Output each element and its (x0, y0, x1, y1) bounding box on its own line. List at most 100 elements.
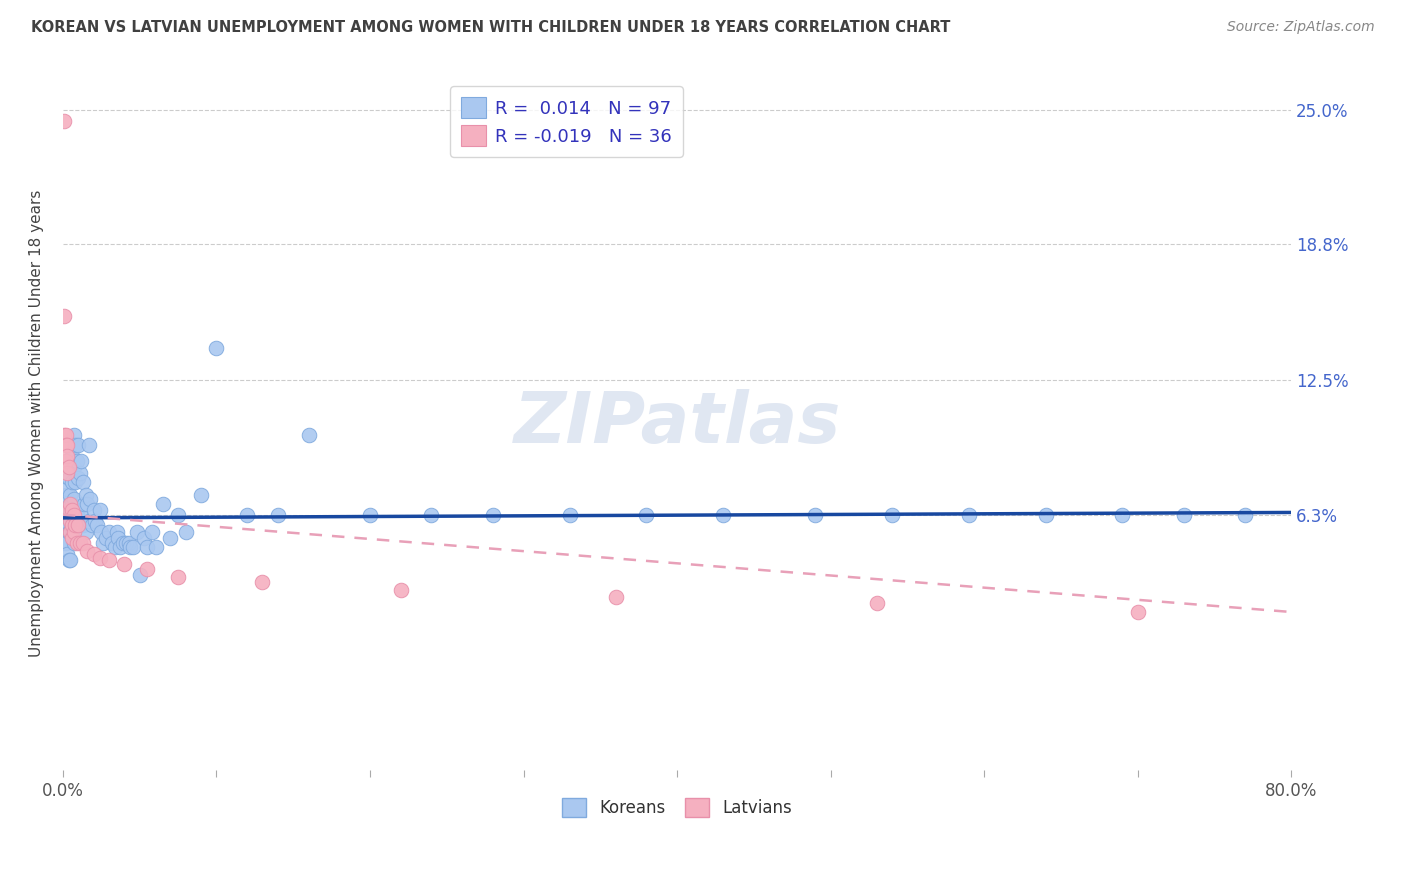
Point (63, 475, 86, 490)
Point (56, 449, 79, 463)
Point (67, 438, 90, 452)
Point (53, 503, 76, 517)
Point (58, 471, 80, 485)
Point (56, 518, 79, 533)
Point (60, 475, 83, 490)
Point (84, 514, 107, 528)
Point (112, 558, 135, 572)
Point (58, 503, 80, 517)
Point (58, 460, 80, 475)
Point (56, 508, 79, 522)
Point (90, 524, 112, 539)
Point (59, 524, 82, 539)
Point (62, 492, 84, 507)
Point (60, 524, 83, 539)
Y-axis label: Unemployment Among Women with Children Under 18 years: Unemployment Among Women with Children U… (30, 190, 44, 657)
Text: ZIPatlas: ZIPatlas (513, 389, 841, 458)
Point (63, 438, 86, 452)
Point (53, 309, 76, 323)
Point (60, 497, 83, 511)
Point (136, 562, 159, 576)
Point (58, 524, 80, 539)
Point (55, 438, 77, 452)
Point (59, 514, 82, 528)
Point (105, 524, 128, 539)
Point (880, 508, 903, 522)
Point (67, 518, 90, 533)
Point (73, 497, 96, 511)
Point (67, 471, 90, 485)
Point (62, 535, 84, 549)
Point (174, 524, 197, 539)
Point (53, 427, 76, 442)
Point (108, 540, 131, 554)
Text: KOREAN VS LATVIAN UNEMPLOYMENT AMONG WOMEN WITH CHILDREN UNDER 18 YEARS CORRELAT: KOREAN VS LATVIAN UNEMPLOYMENT AMONG WOM… (31, 20, 950, 35)
Point (89, 503, 111, 517)
Point (101, 535, 124, 549)
Point (1173, 508, 1195, 522)
Point (91, 535, 114, 549)
Point (59, 488, 82, 502)
Point (66, 453, 89, 467)
Point (56, 467, 79, 481)
Point (63, 518, 86, 533)
Point (60, 518, 83, 533)
Point (55, 535, 77, 549)
Point (205, 341, 228, 355)
Point (55, 497, 77, 511)
Point (55, 453, 77, 467)
Point (111, 535, 134, 549)
Point (69, 518, 91, 533)
Point (420, 508, 443, 522)
Point (97, 524, 120, 539)
Point (1035, 508, 1057, 522)
Point (63, 514, 86, 528)
Point (558, 508, 581, 522)
Point (59, 460, 82, 475)
Point (145, 540, 167, 554)
Point (66, 535, 89, 549)
Point (120, 540, 142, 554)
Point (62, 427, 84, 442)
Point (1234, 508, 1257, 522)
Point (58, 508, 80, 522)
Point (118, 535, 141, 549)
Point (67, 509, 90, 524)
Point (69, 467, 91, 481)
Point (53, 518, 76, 533)
Point (252, 574, 274, 589)
Point (122, 540, 145, 554)
Point (359, 508, 381, 522)
Point (55, 518, 77, 533)
Point (72, 475, 94, 490)
Point (77, 438, 100, 452)
Point (128, 568, 150, 582)
Point (80, 518, 103, 533)
Point (62, 460, 84, 475)
Point (94, 532, 117, 546)
Point (60, 449, 83, 463)
Point (125, 524, 148, 539)
Point (56, 438, 79, 452)
Point (159, 532, 181, 546)
Point (55, 488, 77, 502)
Point (58, 553, 80, 567)
Point (56, 547, 79, 561)
Text: Source: ZipAtlas.com: Source: ZipAtlas.com (1227, 20, 1375, 34)
Point (83, 503, 105, 517)
Point (104, 540, 127, 554)
Legend: Koreans, Latvians: Koreans, Latvians (555, 791, 799, 824)
Point (134, 532, 156, 546)
Point (89, 550, 111, 565)
Point (107, 532, 129, 546)
Point (60, 503, 83, 517)
Point (59, 497, 82, 511)
Point (804, 508, 827, 522)
Point (62, 508, 84, 522)
Point (389, 583, 412, 598)
Point (59, 524, 82, 539)
Point (62, 524, 84, 539)
Point (167, 570, 190, 584)
Point (866, 596, 889, 610)
Point (55, 427, 77, 442)
